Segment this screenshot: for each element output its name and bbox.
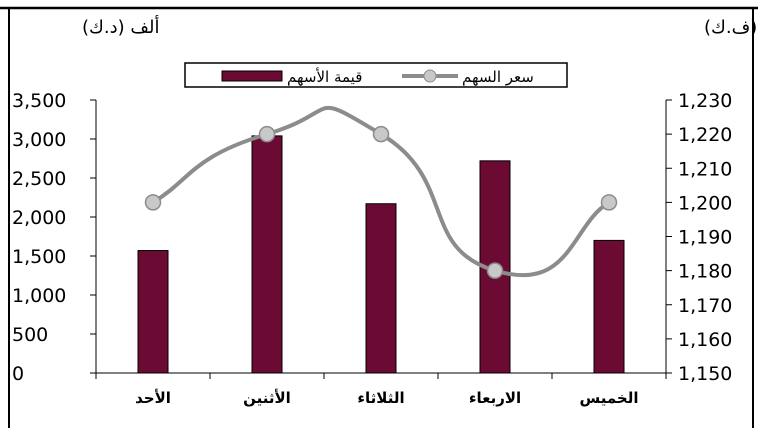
legend-label-line: سعر السهم xyxy=(462,68,534,86)
line-point xyxy=(144,194,162,211)
y-right-ticks: 1,150 1,160 1,170 1,180 1,190 1,200 1,210 1,220… xyxy=(666,90,732,385)
y-left-ticks: 0 500 1,000 1,500 2,000 2,500 3,000 3,500 xyxy=(12,90,96,385)
y-right-tick-label: 1,210 xyxy=(678,158,732,180)
y-left-label: ألف (د.ك) xyxy=(82,15,159,38)
x-ticks: الأحد الأثنين الثلاثاء الاربعاء الخميس xyxy=(95,373,667,407)
y-right-tick-label: 1,200 xyxy=(678,192,732,214)
x-tick-label: الأثنين xyxy=(243,389,291,407)
x-tick-label: الاربعاء xyxy=(469,389,521,407)
bar xyxy=(137,250,169,374)
bar-series xyxy=(137,135,625,374)
line-point xyxy=(258,125,276,143)
y-right-tick-label: 1,170 xyxy=(678,295,732,317)
y-left-tick-label: 2,500 xyxy=(12,168,66,190)
y-left-tick-label: 3,500 xyxy=(12,90,66,112)
line-series xyxy=(144,105,618,279)
y-left-tick-label: 1,500 xyxy=(12,246,66,268)
bar xyxy=(365,203,397,374)
line-point xyxy=(372,125,390,143)
y-right-tick-label: 1,150 xyxy=(678,363,732,385)
y-left-tick-label: 0 xyxy=(12,363,24,385)
x-tick-label: الأحد xyxy=(135,389,171,407)
y-right-tick-label: 1,180 xyxy=(678,261,732,283)
bar xyxy=(593,239,625,374)
y-right-label: (ف.ك) xyxy=(704,17,757,38)
y-left-tick-label: 500 xyxy=(12,324,48,346)
y-right-tick-label: 1,230 xyxy=(678,90,732,112)
x-tick-label: الخميس xyxy=(580,389,639,407)
y-left-tick-label: 2,000 xyxy=(12,207,66,229)
bar xyxy=(251,135,283,374)
legend: قيمة الأسهم سعر السهم xyxy=(184,62,568,88)
line-point xyxy=(486,262,504,279)
y-left-tick-label: 1,000 xyxy=(12,285,66,307)
y-right-tick-label: 1,160 xyxy=(678,329,732,351)
legend-swatch-marker xyxy=(423,69,437,83)
legend-label-bars: قيمة الأسهم xyxy=(287,67,362,86)
line-point xyxy=(600,194,618,211)
x-tick-label: الثلاثاء xyxy=(357,389,404,407)
legend-swatch-bars xyxy=(221,70,283,82)
y-left-tick-label: 3,000 xyxy=(12,129,66,151)
y-right-tick-label: 1,190 xyxy=(678,227,732,249)
y-right-tick-label: 1,220 xyxy=(678,124,732,146)
